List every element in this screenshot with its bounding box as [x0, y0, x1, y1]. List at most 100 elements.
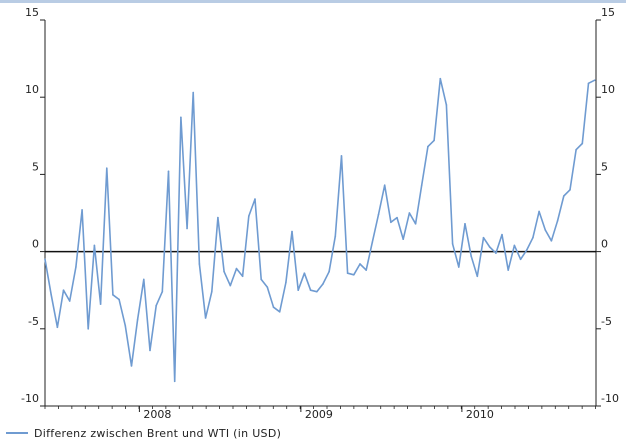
data-point	[433, 139, 435, 142]
data-point	[272, 306, 275, 308]
data-point	[180, 116, 182, 119]
data-point	[340, 155, 343, 157]
data-point	[346, 272, 349, 275]
data-point	[315, 290, 318, 293]
data-point	[322, 283, 324, 285]
y-tick-label-right: -10	[601, 392, 619, 405]
y-tick-label-right: 5	[601, 160, 608, 173]
data-point	[229, 284, 232, 287]
y-tick-label-left: -10	[21, 392, 39, 405]
data-point	[538, 210, 540, 213]
data-point	[550, 239, 553, 242]
y-tick-label-right: 0	[601, 238, 608, 251]
data-point	[556, 219, 559, 222]
data-point	[390, 221, 392, 224]
data-point	[414, 223, 417, 225]
data-point	[488, 246, 491, 248]
data-point	[143, 278, 145, 281]
data-point	[525, 249, 528, 251]
top-border	[0, 0, 626, 3]
data-point	[383, 184, 386, 187]
data-point	[334, 235, 337, 237]
legend-swatch	[6, 432, 28, 434]
data-point	[587, 82, 590, 85]
data-point	[278, 311, 281, 313]
legend: Differenz zwischen Brent und WTI (in USD…	[6, 426, 281, 440]
data-point	[309, 289, 312, 292]
data-point	[161, 290, 164, 293]
data-point	[476, 275, 479, 278]
data-point	[81, 209, 83, 211]
axes	[44, 20, 597, 407]
data-point	[544, 229, 547, 231]
data-point	[353, 273, 355, 276]
y-tick-label-left: -5	[28, 315, 39, 328]
data-point	[365, 269, 367, 271]
data-point	[562, 195, 565, 197]
data-point	[136, 318, 139, 321]
data-point	[291, 230, 293, 233]
data-point	[439, 77, 442, 80]
data-point	[359, 263, 361, 265]
data-point	[532, 236, 534, 239]
series-line	[44, 77, 596, 383]
data-point	[186, 227, 188, 230]
data-point	[285, 281, 287, 284]
data-point	[173, 380, 176, 383]
data-point	[458, 266, 460, 268]
data-point	[297, 289, 300, 292]
data-point	[427, 145, 429, 148]
data-point	[328, 270, 330, 273]
data-point	[192, 91, 195, 94]
data-point	[112, 294, 114, 296]
data-point	[204, 317, 207, 319]
data-point	[198, 263, 201, 265]
data-point	[260, 278, 262, 281]
data-point	[408, 212, 411, 214]
x-tick-label: 2010	[466, 408, 494, 421]
data-point	[87, 328, 90, 330]
data-point	[93, 244, 96, 247]
y-tick-label-left: 5	[32, 160, 39, 173]
data-point	[62, 289, 65, 292]
data-point	[75, 266, 77, 268]
data-point	[56, 326, 59, 329]
data-point	[396, 216, 398, 219]
data-point	[254, 198, 256, 200]
data-point	[266, 286, 269, 288]
data-point	[575, 148, 577, 151]
data-point	[445, 104, 448, 106]
tick-labels: 15 15 10 10 5 5 0 0 -5 -5 -10 -10 2008 2009 2010	[21, 6, 619, 421]
x-tick-label: 2008	[143, 408, 171, 421]
y-tick-label-right: 10	[601, 83, 615, 96]
line-chart: 15 15 10 10 5 5 0 0 -5 -5 -10 -10 2008 2009 2010	[21, 6, 619, 421]
data-point	[167, 170, 170, 173]
x-tick-label: 2009	[305, 408, 333, 421]
data-point	[124, 324, 127, 327]
ticks	[40, 19, 601, 412]
data-point	[593, 79, 596, 82]
data-point	[105, 167, 108, 170]
data-point	[149, 349, 151, 352]
series-layer	[44, 77, 596, 383]
data-point	[303, 272, 306, 275]
data-point	[68, 300, 71, 302]
data-point	[581, 142, 584, 145]
data-point	[118, 298, 120, 301]
y-tick-label-left: 10	[25, 83, 39, 96]
data-point	[495, 252, 497, 254]
data-point	[420, 184, 423, 187]
data-point	[235, 267, 238, 270]
data-point	[155, 304, 157, 307]
data-point	[464, 223, 466, 225]
data-point	[50, 294, 52, 296]
data-point	[248, 215, 250, 217]
data-point	[482, 236, 485, 239]
data-point	[451, 243, 454, 245]
data-point	[377, 213, 380, 216]
data-point	[402, 238, 405, 241]
data-point	[470, 255, 472, 258]
data-point	[501, 233, 503, 236]
data-point	[371, 241, 374, 244]
data-point	[519, 258, 522, 261]
